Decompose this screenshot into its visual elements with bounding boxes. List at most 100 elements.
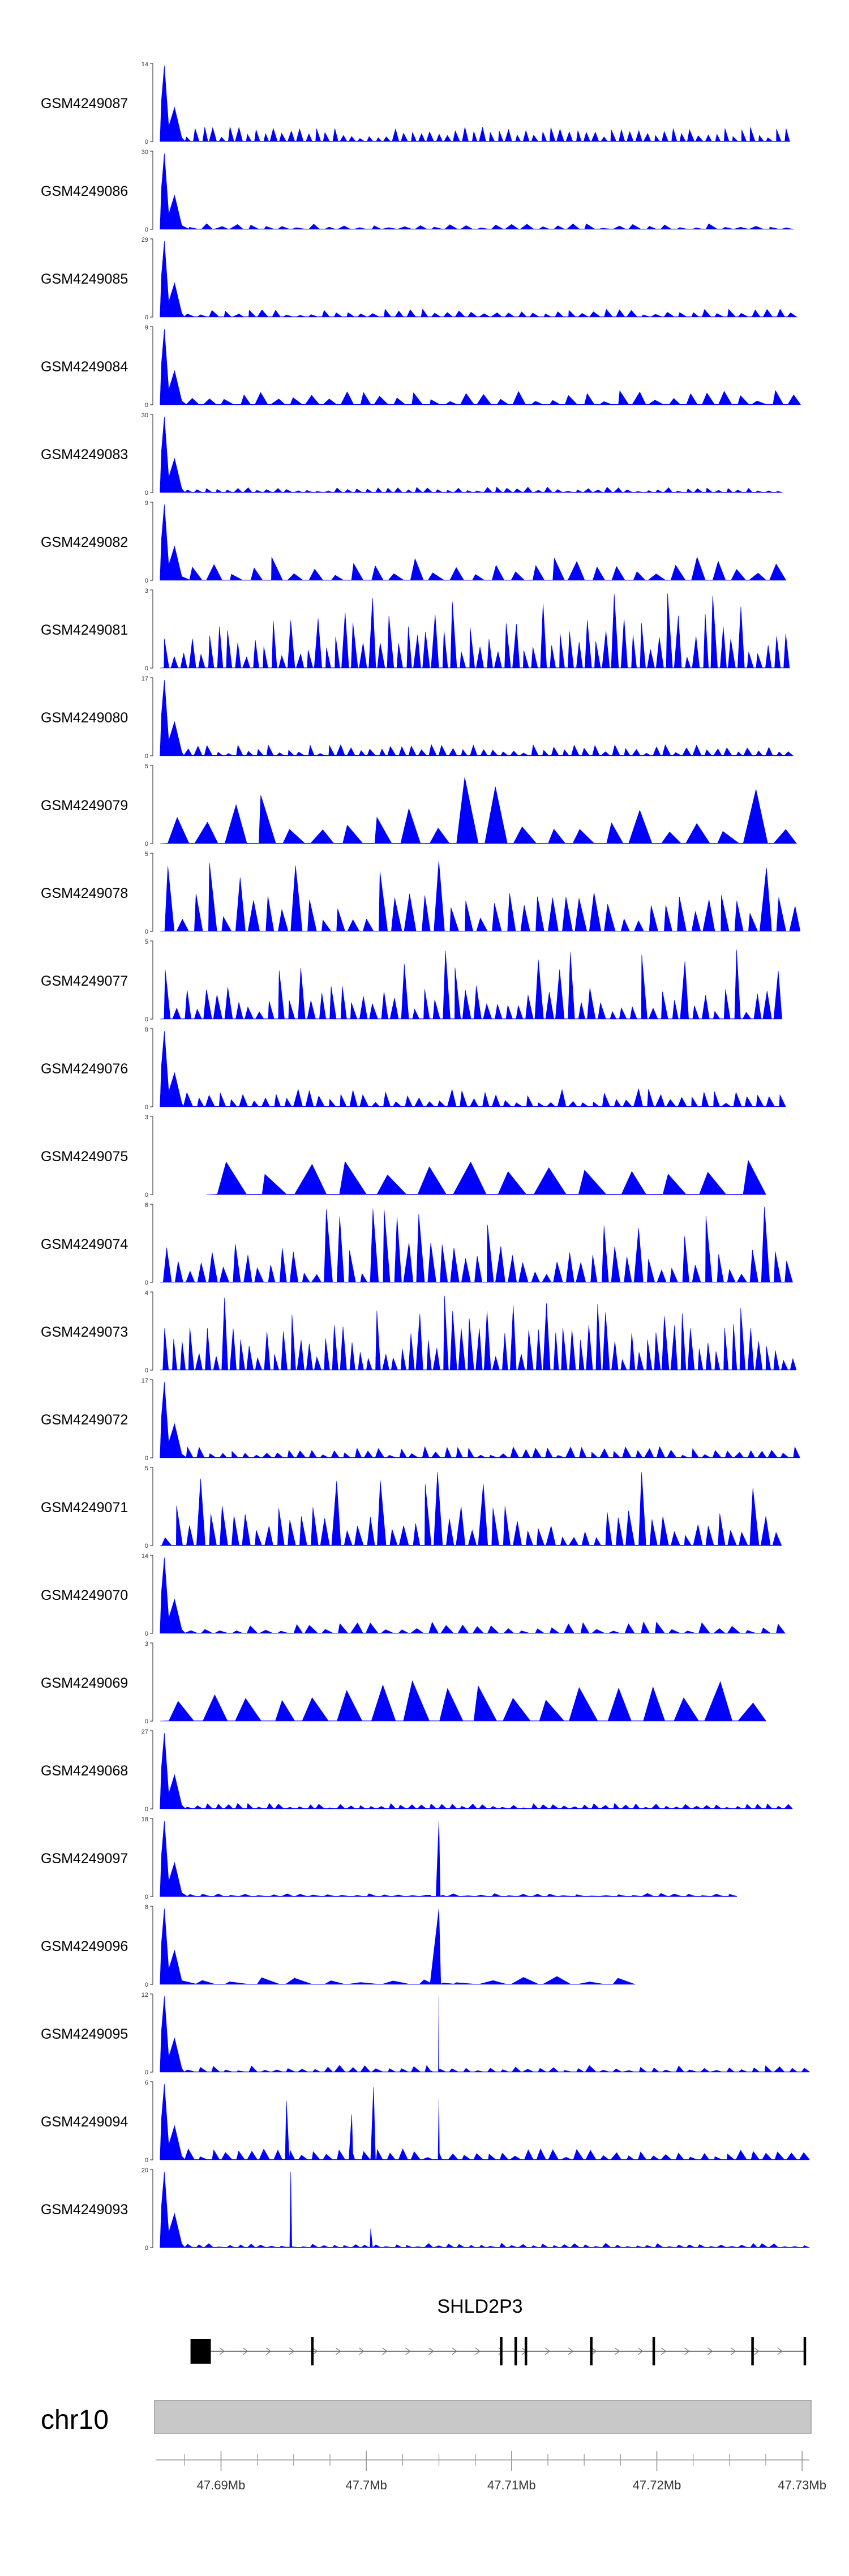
strand-arrow [731,2347,736,2355]
x-tick-label: 47.73Mb [778,2478,826,2492]
strand-arrow [544,2347,551,2355]
y-min-label: 0 [145,139,148,146]
strand-arrow [336,2347,341,2355]
track-label: GSM4249078 [41,885,128,901]
x-tick-label: 47.71Mb [487,2478,536,2492]
y-max-label: 20 [142,2167,148,2174]
y-min-label: 0 [145,753,148,760]
strand-arrow [777,2347,783,2355]
y-min-label: 0 [145,2245,148,2252]
track-label: GSM4249070 [41,1587,128,1603]
track-GSM4249077: GSM4249077 5 0 [41,939,782,1023]
y-min-label: 0 [145,1280,148,1286]
track-label: GSM4249071 [41,1500,128,1516]
y-min-label: 0 [145,665,148,672]
track-label: GSM4249079 [41,798,128,814]
coverage-area [160,861,800,932]
strand-arrow [475,2347,481,2355]
y-max-label: 18 [142,1816,148,1823]
coverage-area [160,153,794,230]
y-max-label: 12 [142,1992,148,1999]
exon-block [524,2337,528,2365]
y-min-label: 0 [145,314,148,321]
gene-model [190,2337,807,2365]
y-max-label: 8 [145,1026,148,1033]
coverage-area [160,65,790,142]
y-min-label: 0 [145,928,148,935]
y-max-label: 14 [142,1553,148,1560]
strand-arrow [289,2347,295,2355]
track-GSM4249080: GSM4249080 17 0 [41,675,794,760]
strand-arrow [359,2347,365,2355]
track-label: GSM4249093 [41,2202,128,2218]
x-tick-label: 47.7Mb [345,2478,387,2492]
track-GSM4249087: GSM4249087 14 0 [41,61,790,146]
coverage-area [160,1206,793,1283]
track-label: GSM4249083 [41,447,128,463]
track-label: GSM4249073 [41,1324,128,1340]
exon-block [590,2337,593,2365]
y-max-label: 9 [145,500,148,507]
track-GSM4249069: GSM4249069 3 0 [41,1641,766,1725]
track-label: GSM4249068 [41,1763,128,1779]
track-GSM4249097: GSM4249097 18 0 [41,1816,737,1901]
coverage-area [160,1732,793,1809]
coverage-area [160,1680,766,1722]
y-min-label: 0 [145,1982,148,1988]
track-label: GSM4249094 [41,2114,128,2130]
y-max-label: 3 [145,1641,148,1648]
strand-arrow [661,2347,667,2355]
y-max-label: 9 [145,324,148,331]
y-min-label: 0 [145,1631,148,1637]
track-label: GSM4249077 [41,973,128,989]
track-GSM4249096: GSM4249096 8 0 [41,1904,636,1988]
y-min-label: 0 [145,402,148,409]
track-label: GSM4249075 [41,1149,128,1165]
track-GSM4249074: GSM4249074 6 0 [41,1202,793,1286]
track-label: GSM4249081 [41,622,128,638]
exon-block [190,2339,211,2364]
x-tick-label: 47.72Mb [633,2478,681,2492]
track-label: GSM4249085 [41,271,128,287]
y-min-label: 0 [145,577,148,584]
track-GSM4249085: GSM4249085 29 0 [41,237,797,321]
coverage-area [160,504,786,581]
exon-block [652,2337,655,2365]
track-GSM4249070: GSM4249070 14 0 [41,1553,786,1637]
track-GSM4249071: GSM4249071 5 0 [41,1465,782,1550]
y-max-label: 3 [145,588,148,594]
exon-block [500,2337,503,2365]
exon-block [514,2337,517,2365]
y-max-label: 30 [142,412,148,419]
y-max-label: 5 [145,763,148,770]
strand-arrow [637,2347,644,2355]
strand-arrow [591,2347,597,2355]
track-label: GSM4249086 [41,183,128,199]
x-tick-label: 47.69Mb [197,2478,246,2492]
y-min-label: 0 [145,226,148,233]
coverage-area [160,1295,797,1371]
y-min-label: 0 [145,1016,148,1023]
track-GSM4249094: GSM4249094 6 0 [41,2079,810,2164]
strand-arrow [707,2347,713,2355]
coverage-area [160,2171,810,2248]
track-label: GSM4249074 [41,1236,128,1252]
track-GSM4249073: GSM4249073 4 0 [41,1290,797,1374]
gene-label: SHLD2P3 [437,2296,522,2317]
y-max-label: 14 [142,61,148,68]
track-GSM4249079: GSM4249079 5 0 [41,763,797,848]
y-max-label: 4 [145,1290,148,1296]
strand-arrow [614,2347,620,2355]
track-GSM4249081: GSM4249081 3 0 [41,588,790,672]
strand-arrow [242,2347,248,2355]
strand-arrow [568,2347,574,2355]
strand-arrow [428,2347,434,2355]
strand-arrow [219,2347,225,2355]
strand-arrow [382,2347,388,2355]
track-label: GSM4249076 [41,1061,128,1077]
coverage-area [160,1472,782,1546]
track-GSM4249068: GSM4249068 27 0 [41,1728,793,1813]
coverage-area [160,593,790,669]
coverage-area [160,2083,810,2160]
